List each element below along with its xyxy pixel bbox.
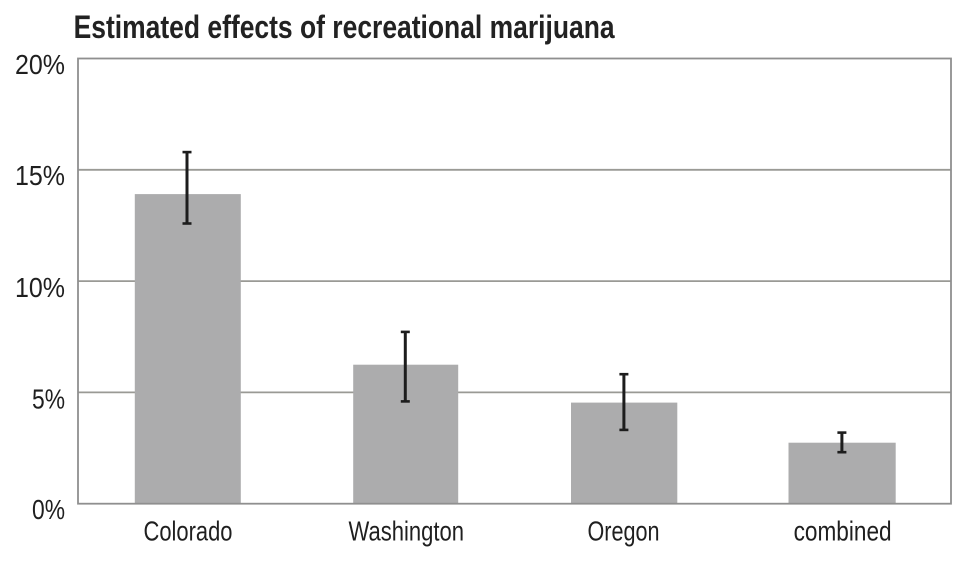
svg-text:Washington: Washington (349, 516, 465, 547)
svg-text:0%: 0% (32, 494, 65, 525)
svg-text:20%: 20% (15, 49, 65, 80)
svg-text:5%: 5% (32, 384, 65, 415)
svg-text:Colorado: Colorado (144, 516, 233, 547)
svg-text:Estimated effects of recreatio: Estimated effects of recreational mariju… (74, 9, 615, 45)
svg-text:Oregon: Oregon (588, 516, 660, 547)
svg-text:15%: 15% (15, 160, 65, 191)
svg-text:combined: combined (794, 516, 892, 547)
svg-text:10%: 10% (15, 272, 65, 303)
